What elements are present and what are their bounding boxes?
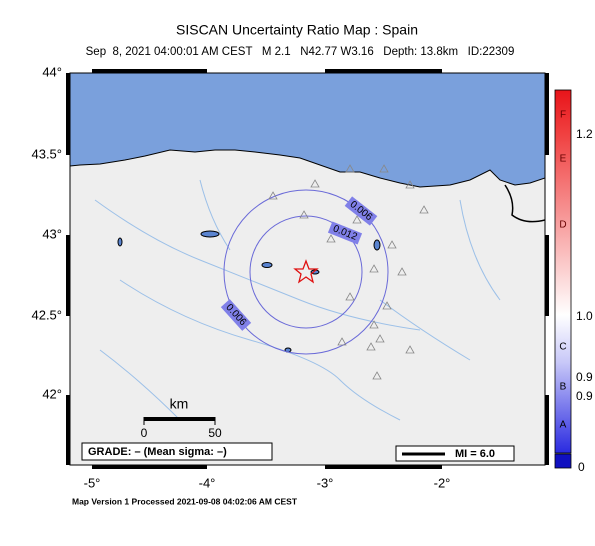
grade-box: [81, 442, 273, 461]
stations: [268, 164, 429, 380]
lat-labels: 44° 43.5° 43° 42.5° 42°: [31, 64, 62, 401]
scale-bar: km 0 50: [141, 396, 222, 440]
grade-letter: E: [560, 154, 567, 165]
contours: [223, 189, 389, 355]
lon-label: -3°: [317, 475, 334, 490]
lon-label: -5°: [84, 475, 101, 490]
lat-label: 42.5°: [31, 307, 62, 322]
colorbar-value: 1.2: [576, 127, 593, 141]
grade-letter: C: [559, 342, 566, 353]
subtitle: Sep 8, 2021 04:00:01 AM CEST M 2.1 N42.7…: [86, 46, 515, 58]
colorbar-value: 0: [578, 460, 585, 474]
lat-label: 43°: [42, 226, 62, 241]
grade-letter: D: [559, 220, 566, 231]
lat-label: 43.5°: [31, 146, 62, 161]
scale-unit: km: [170, 396, 189, 412]
grade-letter: A: [560, 420, 567, 431]
grade-letter: B: [560, 382, 567, 393]
colorbar-value: 0.9: [576, 389, 593, 403]
footer: Map Version 1 Processed 2021-09-08 04:02…: [72, 496, 298, 506]
epicenter: [293, 259, 319, 284]
colorbar-value: 0.9: [576, 370, 593, 384]
lat-label: 44°: [42, 64, 62, 79]
map-area: 0.006 0.012 0.006 km 0 50 GRADE: – (Mean…: [70, 73, 545, 465]
colorbar: F E D C B A 1.2 1.0 0.9 0.9 0: [554, 89, 593, 474]
lon-labels: -5° -4° -3° -2°: [84, 475, 451, 490]
colorbar-value: 1.0: [576, 309, 593, 323]
scale-tick: 0: [141, 426, 148, 440]
lat-label: 42°: [42, 386, 62, 401]
lon-label: -2°: [434, 475, 451, 490]
mi-box: [395, 445, 515, 462]
lakes: [117, 230, 381, 353]
sea: [70, 73, 545, 188]
mi-legend: MI = 6.0: [455, 448, 495, 460]
grade-letter: F: [560, 110, 566, 121]
scale-tick: 50: [208, 426, 222, 440]
title: SISCAN Uncertainty Ratio Map : Spain: [176, 22, 418, 38]
lon-label: -4°: [199, 475, 216, 490]
rivers: [94, 179, 501, 421]
grade: GRADE: – (Mean sigma: –): [88, 446, 227, 458]
frame-ticks: [66, 69, 549, 469]
border: [504, 184, 545, 223]
